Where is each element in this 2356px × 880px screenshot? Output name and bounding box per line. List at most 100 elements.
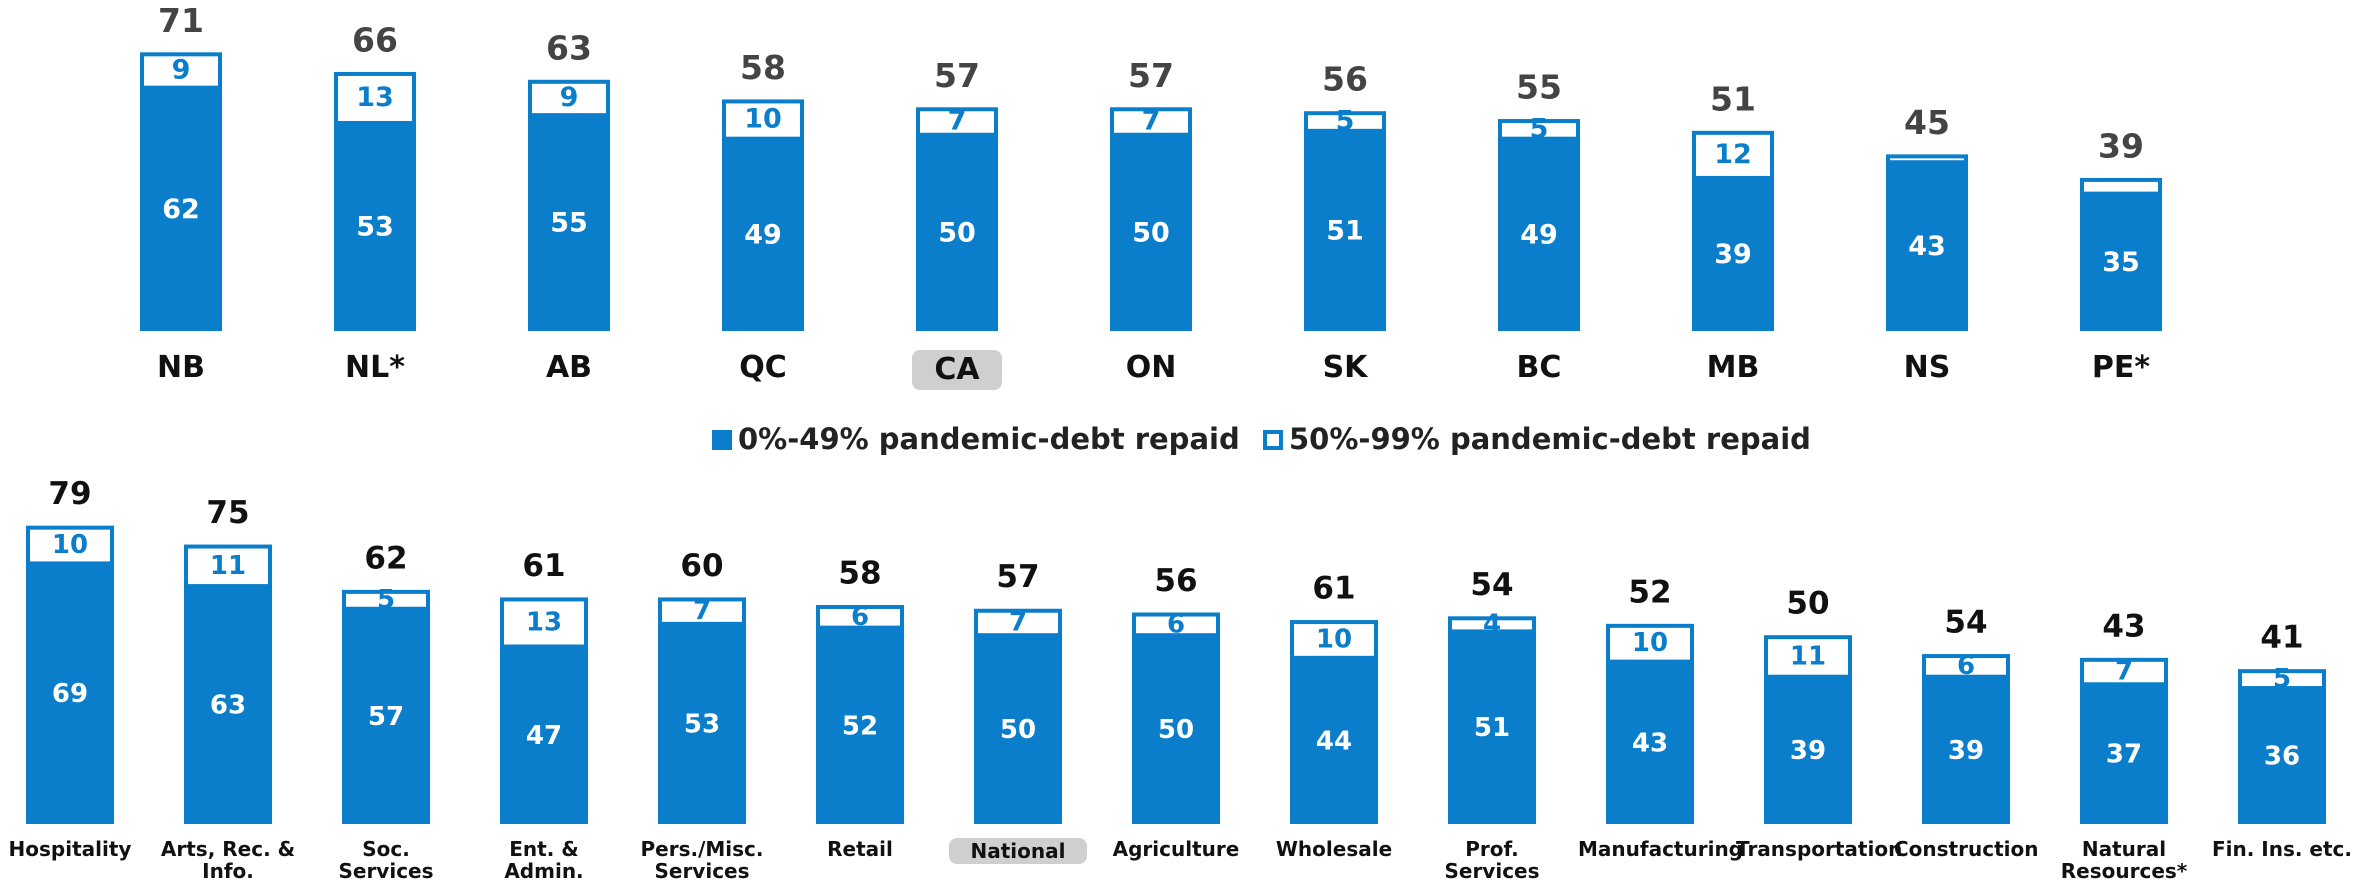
bar-segment [26, 525, 114, 566]
total-label: 52 [1628, 574, 1671, 610]
total-label: 57 [1128, 56, 1174, 95]
segment-label: 69 [52, 679, 88, 709]
bar-segment [1110, 134, 1192, 331]
total-label: 57 [934, 56, 980, 95]
category-label: AB [479, 350, 659, 386]
category-text: AB [545, 350, 593, 385]
legend-label: 50%-99% pandemic-debt repaid [1289, 422, 1811, 456]
category-text: NS [1903, 350, 1951, 385]
segment-label: 7 [2115, 657, 2133, 687]
total-label: 56 [1322, 60, 1368, 99]
segment-label: 43 [1632, 728, 1668, 758]
bar-segment [916, 107, 998, 137]
category-label: Agriculture [1098, 838, 1254, 860]
category-label: Fin. Ins. etc. [2204, 838, 2356, 860]
segment-label: 13 [356, 82, 394, 113]
segment-label: 35 [2102, 247, 2140, 278]
category-label: PE* [2031, 350, 2211, 386]
total-label: 43 [2102, 608, 2145, 644]
category-text: Manufacturing [1578, 837, 1743, 861]
bar-segment [1606, 623, 1694, 664]
segment-label: 53 [356, 211, 394, 242]
segment-label: 9 [172, 54, 191, 85]
category-label: NB [91, 350, 271, 386]
bar-segment [1290, 620, 1378, 660]
bar-segment [2080, 684, 2168, 824]
category-text: Hospitality [8, 837, 132, 861]
category-text: Agriculture [1112, 837, 1240, 861]
segment-label: 62 [162, 194, 200, 225]
segment-label: 9 [560, 82, 579, 113]
category-text: Retail [827, 837, 893, 861]
category-label: Retail [782, 838, 938, 860]
segment-label: 12 [1714, 139, 1752, 170]
bar-segment [1922, 654, 2010, 679]
bar-segment [722, 138, 804, 331]
category-label: CA [867, 350, 1047, 390]
segment-label: 10 [52, 530, 88, 560]
segment-label: 49 [1520, 219, 1558, 250]
category-text: Fin. Ins. etc. [2211, 837, 2353, 861]
bar-segment [184, 544, 272, 589]
bar-segment [1304, 111, 1386, 133]
bar-segment [1606, 661, 1694, 824]
segment-label: 39 [1790, 736, 1826, 766]
category-text: National [948, 838, 1088, 864]
category-label: Ent. & Admin. Mgmt. [466, 838, 622, 880]
category-label: Pers./Misc. Services [624, 838, 780, 880]
segment-label: 52 [842, 711, 878, 741]
category-label: BC [1449, 350, 1629, 386]
total-label: 62 [364, 540, 407, 576]
category-label: ON [1061, 350, 1241, 386]
segment-label: 7 [948, 106, 967, 137]
segment-label: 47 [526, 721, 562, 751]
segment-label: 63 [210, 691, 246, 721]
bar-segment [2080, 193, 2162, 331]
segment-label: 51 [1326, 215, 1364, 246]
bar-segment [1764, 676, 1852, 824]
total-label: 57 [996, 559, 1039, 595]
segment-label: 4 [1483, 609, 1501, 639]
bar-segment [1448, 631, 1536, 824]
bar-segment [722, 99, 804, 141]
segment-label: 5 [1336, 106, 1355, 137]
bar-segment [816, 604, 904, 630]
category-text: Ent. & Admin. Mgmt. [504, 837, 584, 880]
total-label: 79 [48, 476, 91, 512]
total-label: 66 [352, 20, 398, 59]
bar-segment [184, 586, 272, 824]
segment-label: 50 [938, 217, 976, 248]
total-label: 54 [1470, 567, 1513, 603]
total-label: 60 [680, 548, 723, 584]
bar-segment [1132, 612, 1220, 638]
bar-segment [658, 597, 746, 626]
legend-swatch [1263, 430, 1283, 450]
total-label: 51 [1710, 79, 1756, 118]
bar-segment [528, 115, 610, 331]
bar-segment [140, 52, 222, 90]
bar-segment [1132, 635, 1220, 824]
total-label: 54 [1944, 605, 1987, 641]
segment-label: 5 [377, 585, 395, 615]
segment-label: 5 [2273, 664, 2291, 694]
total-label: 61 [1312, 571, 1355, 607]
total-label: 71 [158, 1, 204, 40]
category-label: Prof. Services [1414, 838, 1570, 880]
category-text: Natural Resources* [2060, 837, 2188, 880]
total-label: 75 [206, 495, 249, 531]
bar-segment [500, 646, 588, 824]
category-text: Pers./Misc. Services [640, 837, 764, 880]
segment-label: 50 [1132, 217, 1170, 248]
category-label: Construction [1888, 838, 2044, 860]
bar-segment [974, 608, 1062, 638]
category-text: CA [912, 350, 1002, 390]
bar-segment [334, 71, 416, 125]
segment-label: 39 [1948, 736, 1984, 766]
legend-swatch [712, 430, 732, 450]
bar-segment [342, 608, 430, 824]
bar-segment [1448, 616, 1536, 634]
segment-label: 13 [526, 607, 562, 637]
bar-segment [1692, 130, 1774, 180]
bar-segment [500, 597, 588, 649]
